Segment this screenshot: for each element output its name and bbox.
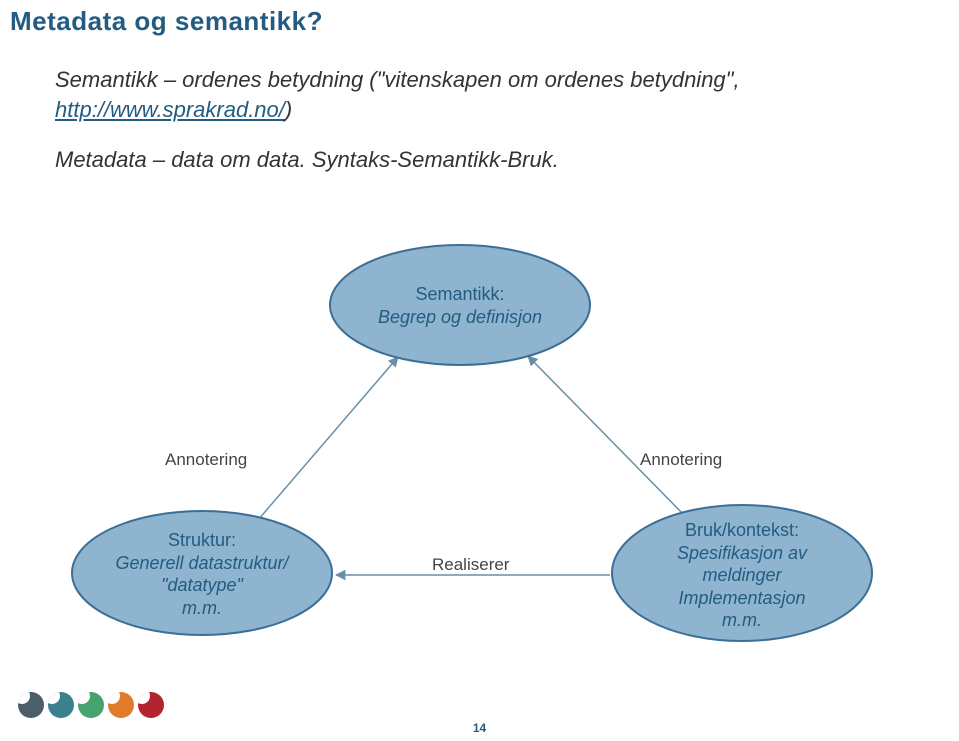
semantikk-header: Semantikk: [338, 283, 582, 306]
edge [258, 357, 398, 520]
semantikk-node-text: Semantikk: Begrep og definisjon [338, 283, 582, 328]
page-number: 14 [473, 721, 486, 735]
struktur-node-text: Struktur: Generell datastruktur/"datatyp… [80, 529, 324, 619]
footer-logo [18, 692, 168, 723]
logo-swirl-icon [78, 692, 104, 718]
logo-swirl-icon [108, 692, 134, 718]
realiserer-label: Realiserer [432, 555, 509, 575]
bruk-header: Bruk/kontekst: [620, 519, 864, 542]
struktur-header: Struktur: [80, 529, 324, 552]
bruk-node-text: Bruk/kontekst: Spesifikasjon avmeldinger… [620, 519, 864, 632]
logo-swirl-icon [48, 692, 74, 718]
annotering-left-label: Annotering [165, 450, 247, 470]
annotering-right-label: Annotering [640, 450, 722, 470]
bruk-sub: Spesifikasjon avmeldingerImplementasjonm… [620, 542, 864, 632]
logo-swirl-icon [138, 692, 164, 718]
semantikk-sub: Begrep og definisjon [338, 306, 582, 329]
edge [528, 356, 687, 518]
logo-swirl-icon [18, 692, 44, 718]
struktur-sub: Generell datastruktur/"datatype"m.m. [80, 552, 324, 620]
